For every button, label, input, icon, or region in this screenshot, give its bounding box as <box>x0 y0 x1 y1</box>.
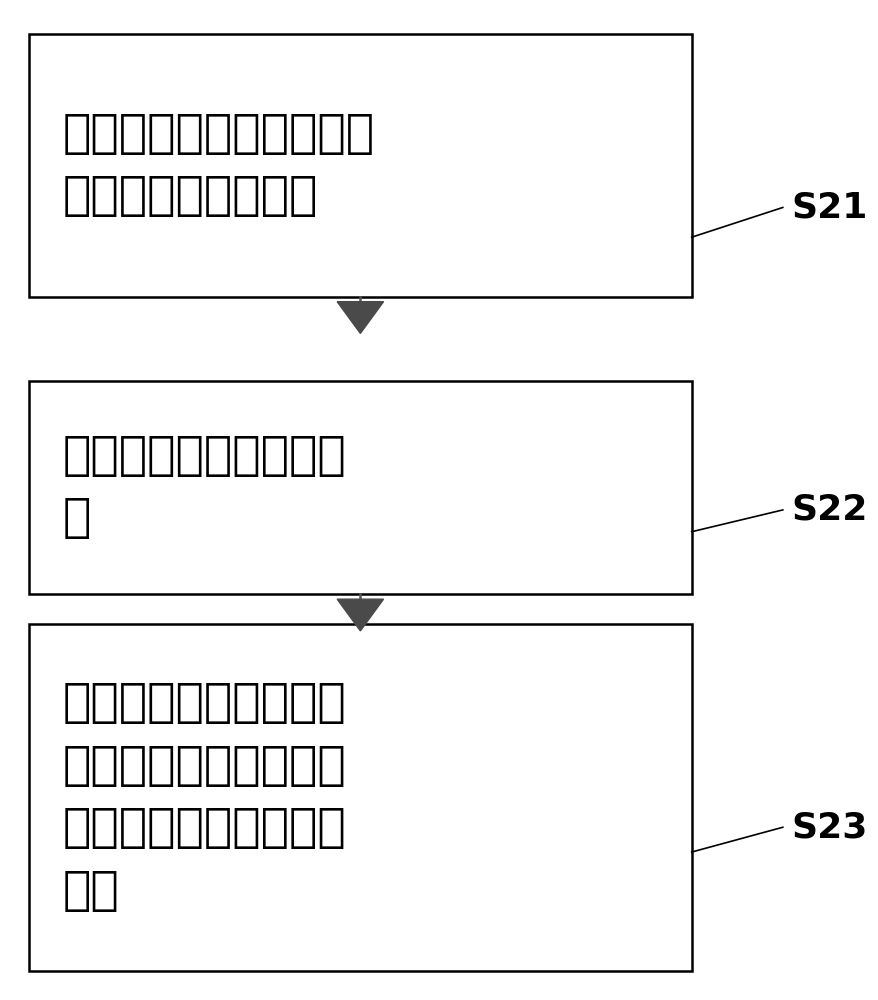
Polygon shape <box>337 599 383 631</box>
Text: S22: S22 <box>790 493 867 527</box>
FancyBboxPatch shape <box>29 381 691 594</box>
Text: 对得到的固体物进行研
磨: 对得到的固体物进行研 磨 <box>62 434 346 541</box>
Text: 将粉状样本放入至试剂
瓶中，然后再加入试剂
进行混合进行细胞破壁
处理: 将粉状样本放入至试剂 瓶中，然后再加入试剂 进行混合进行细胞破壁 处理 <box>62 681 346 914</box>
FancyBboxPatch shape <box>29 624 691 971</box>
Text: S23: S23 <box>790 810 867 844</box>
Text: 提取试剂瓶中的提取液，
并对其进行干燥处理: 提取试剂瓶中的提取液， 并对其进行干燥处理 <box>62 112 374 219</box>
Polygon shape <box>337 302 383 333</box>
FancyBboxPatch shape <box>29 34 691 297</box>
Text: S21: S21 <box>790 190 867 224</box>
